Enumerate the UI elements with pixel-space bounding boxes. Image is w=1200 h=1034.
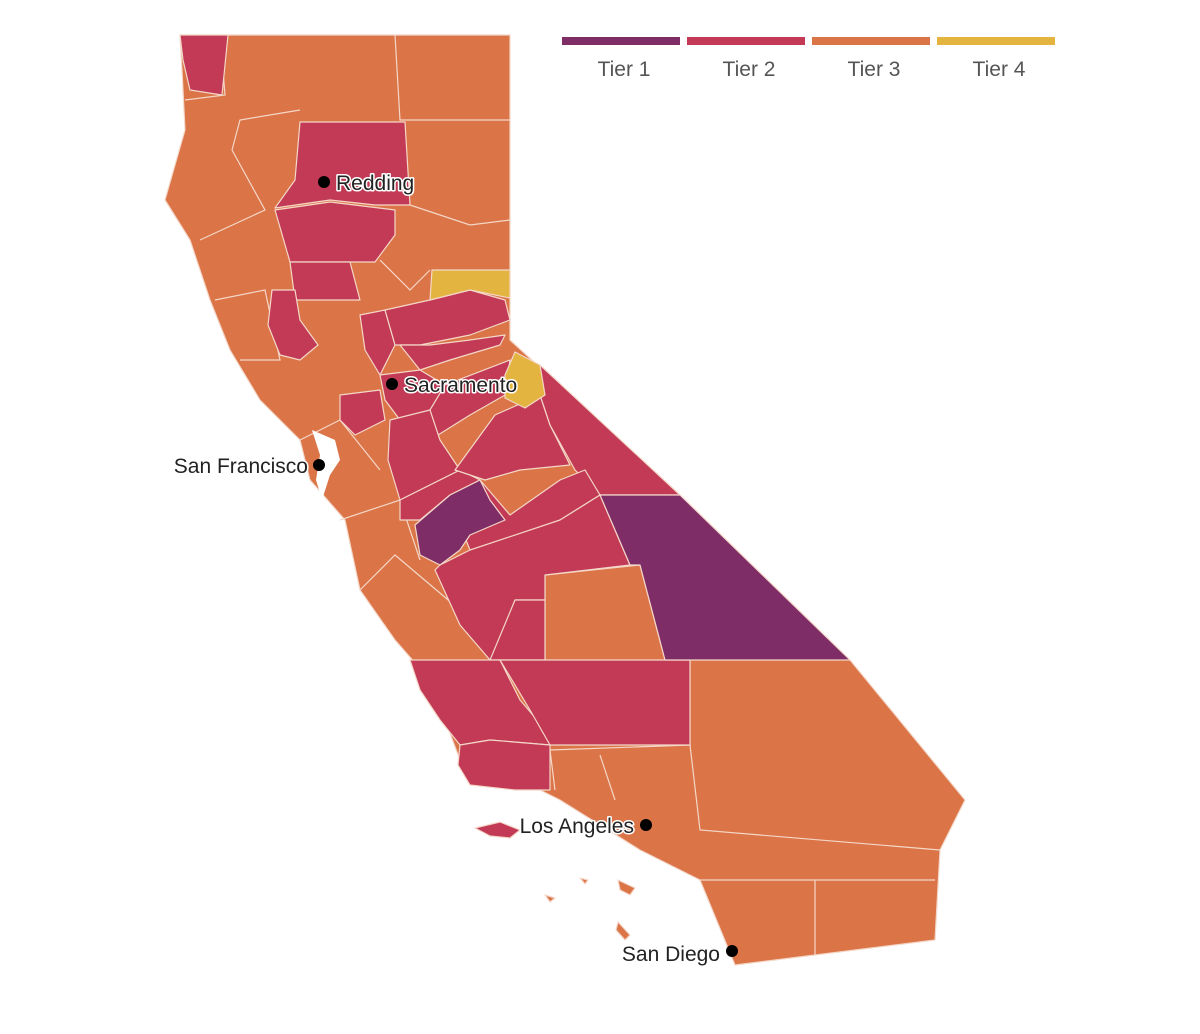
city-label-sacramento: Sacramento (404, 374, 517, 397)
county-alpine (504, 351, 546, 409)
county-border (394, 34, 510, 121)
tier1-counties (414, 479, 851, 661)
legend-bar-tier3 (812, 37, 930, 45)
county-border (599, 754, 616, 801)
county-border (199, 149, 266, 241)
legend-bar-tier4 (937, 37, 1055, 45)
county-border (409, 204, 511, 226)
island (615, 921, 631, 941)
county-border (231, 109, 301, 151)
legend-label-tier2: Tier 2 (723, 58, 776, 81)
county-island (474, 821, 521, 839)
county-border (549, 749, 556, 791)
legend-label-tier4: Tier 4 (973, 58, 1026, 81)
county-tuolumne (454, 394, 571, 481)
tier4-counties (429, 269, 546, 409)
city-label-san-diego: San Diego (622, 943, 720, 966)
island (579, 877, 589, 885)
legend-bar-tier1 (562, 37, 680, 45)
city-dot-redding (318, 176, 330, 188)
county-merced (414, 479, 506, 566)
county-santa-barbara-ventura (457, 739, 551, 791)
islands (544, 877, 636, 941)
county-border (379, 259, 431, 291)
island (617, 879, 636, 896)
county-yuba-sutter (359, 309, 396, 376)
city-label-redding: Redding (336, 172, 414, 195)
county-solano (339, 389, 386, 436)
county-border (359, 554, 461, 611)
legend: Tier 1 Tier 2 Tier 3 Tier 4 (562, 37, 1055, 81)
city-dot-los-angeles (640, 819, 652, 831)
city-dot-san-francisco (313, 459, 325, 471)
county-tehama (274, 201, 396, 263)
legend-label-tier1: Tier 1 (598, 58, 651, 81)
county-shasta (274, 121, 411, 209)
cities: Redding Sacramento San Francisco Los Ang… (172, 171, 738, 968)
county-del-norte (179, 34, 229, 96)
legend-label-tier3: Tier 3 (848, 58, 901, 81)
legend-bar-tier2 (687, 37, 805, 45)
county-lake (267, 289, 319, 361)
county-kern (499, 659, 691, 746)
city-dot-san-diego (726, 945, 738, 957)
island (544, 894, 556, 903)
city-dot-sacramento (386, 378, 398, 390)
county-placer (399, 334, 506, 371)
tier2-counties (179, 34, 691, 839)
county-inyo (599, 494, 851, 661)
county-sierra (429, 269, 511, 301)
city-label-los-angeles: Los Angeles (520, 815, 634, 838)
county-glenn (289, 261, 361, 301)
sf-bay (312, 430, 340, 500)
city-label-san-francisco: San Francisco (174, 455, 308, 478)
county-border (689, 744, 941, 851)
